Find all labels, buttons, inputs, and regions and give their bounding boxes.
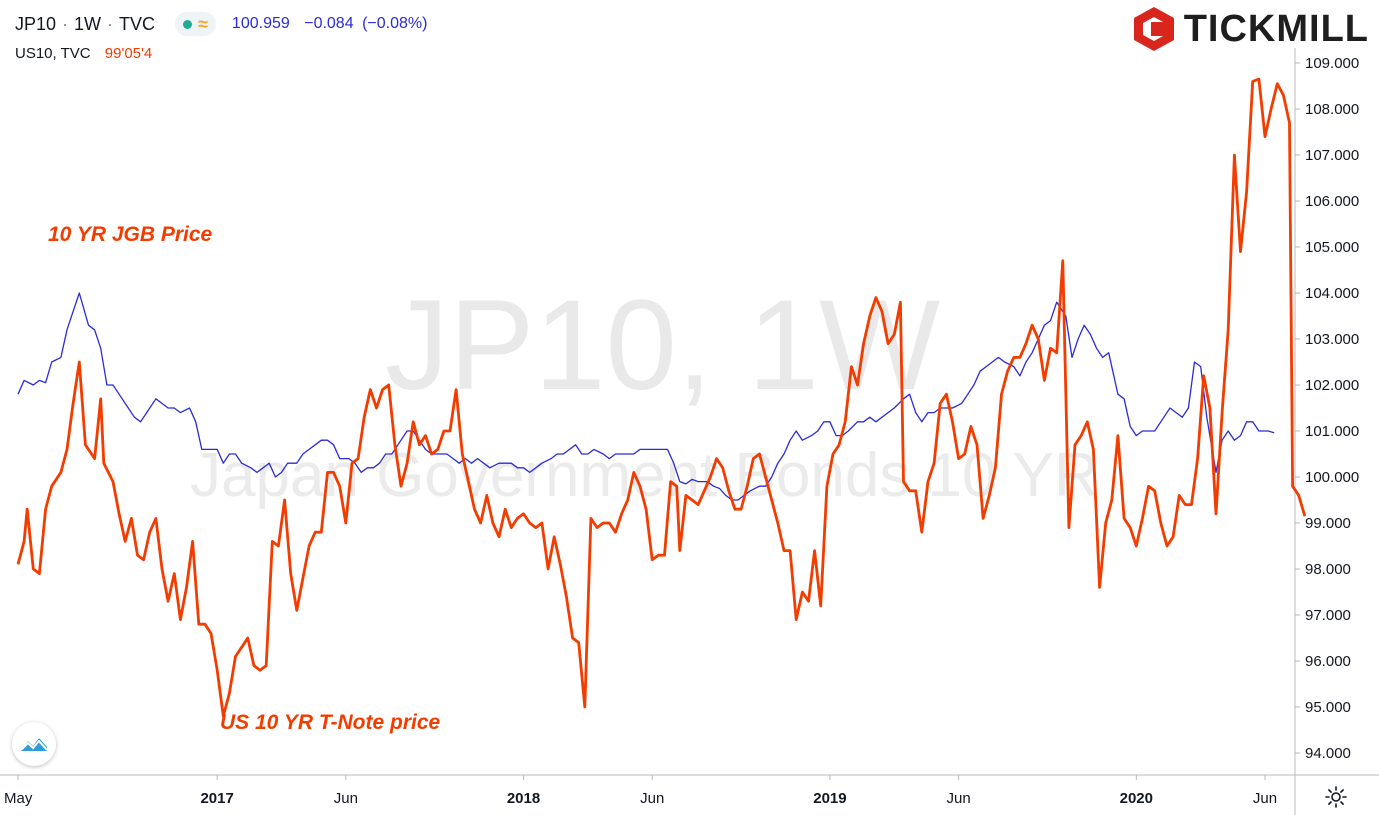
y-tick-label: 102.000 <box>1305 377 1359 394</box>
y-tick-label: 107.000 <box>1305 147 1359 164</box>
y-tick-label: 98.000 <box>1305 561 1351 578</box>
series-line-us10 <box>16 77 1307 718</box>
series-line-jp10 <box>17 292 1275 501</box>
jp10-change: −0.084 <box>304 15 354 32</box>
y-tick-label: 105.000 <box>1305 239 1359 256</box>
x-tick-label: Jun <box>334 790 358 807</box>
x-tick-label: May <box>4 790 33 807</box>
source-label: TVC <box>119 13 156 34</box>
us10-last-value: 99'05'4 <box>104 45 153 62</box>
separator: · <box>107 13 114 34</box>
y-tick-label: 108.000 <box>1305 101 1359 118</box>
y-tick-label: 97.000 <box>1305 607 1351 624</box>
interval-label[interactable]: 1W <box>74 13 102 34</box>
legend-main: JP10 · 1W · TVC ≈ 100.959 −0.084 (−0.08%… <box>15 12 427 36</box>
x-tick-label: Jun <box>640 790 664 807</box>
y-tick-label: 106.000 <box>1305 193 1359 210</box>
y-tick-label: 101.000 <box>1305 423 1359 440</box>
y-tick-label: 100.000 <box>1305 469 1359 486</box>
brand-name: TICKMILL <box>1183 7 1369 50</box>
tradingview-logo-icon[interactable] <box>12 722 56 766</box>
y-tick-label: 109.000 <box>1305 55 1359 72</box>
y-tick-label: 96.000 <box>1305 653 1351 670</box>
annotation-us: US 10 YR T-Note price <box>220 711 441 734</box>
x-tick-label: 2017 <box>200 790 233 807</box>
green-dot-icon <box>183 19 193 29</box>
jp10-change-pct: (−0.08%) <box>362 15 428 32</box>
legend-compare: US10, TVC 99'05'4 <box>15 45 152 62</box>
x-tick-label: 2018 <box>507 790 540 807</box>
y-tick-label: 94.000 <box>1305 745 1351 762</box>
wave-icon: ≈ <box>198 14 208 34</box>
x-tick-label: Jun <box>947 790 971 807</box>
brand-logo: TICKMILL <box>1132 6 1369 52</box>
compare-symbol-label[interactable]: US10, TVC <box>15 45 91 62</box>
symbol-label[interactable]: JP10 <box>15 13 57 34</box>
y-tick-label: 103.000 <box>1305 331 1359 348</box>
x-tick-label: 2019 <box>813 790 846 807</box>
separator: · <box>62 13 69 34</box>
indicator-status-pill[interactable]: ≈ <box>175 12 216 36</box>
y-tick-label: 95.000 <box>1305 699 1351 716</box>
x-tick-label: 2020 <box>1120 790 1153 807</box>
x-tick-label: Jun <box>1253 790 1277 807</box>
tickmill-hexagon-icon <box>1133 7 1174 51</box>
jp10-last-value: 100.959 <box>231 15 290 32</box>
y-tick-label: 99.000 <box>1305 515 1351 532</box>
jp10-values: 100.959 −0.084 (−0.08%) <box>232 15 428 33</box>
gear-icon[interactable] <box>1324 785 1348 809</box>
annotation-jgb: 10 YR JGB Price <box>48 223 213 246</box>
y-tick-label: 104.000 <box>1305 285 1359 302</box>
